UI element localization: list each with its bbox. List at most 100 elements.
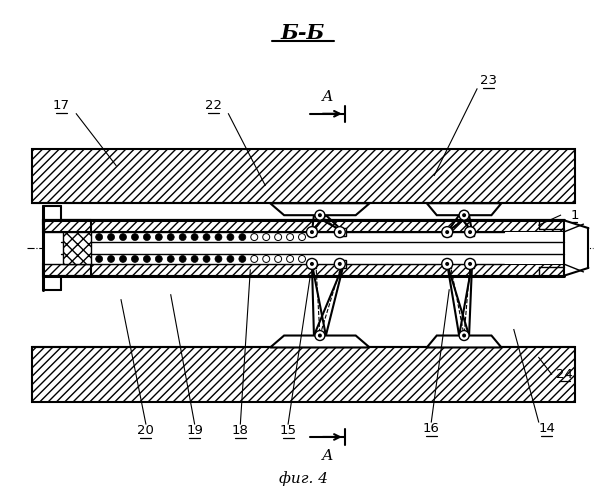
Circle shape: [462, 213, 466, 217]
Circle shape: [338, 262, 342, 266]
Circle shape: [143, 256, 151, 262]
Circle shape: [179, 256, 186, 262]
Circle shape: [203, 234, 210, 240]
Bar: [466, 228, 474, 236]
Circle shape: [307, 258, 317, 270]
Bar: [44, 232, 563, 264]
Circle shape: [299, 234, 305, 240]
Bar: [338, 228, 346, 236]
Circle shape: [191, 256, 198, 262]
Circle shape: [239, 256, 246, 262]
Bar: [32, 348, 575, 402]
Polygon shape: [270, 204, 370, 215]
Circle shape: [445, 262, 449, 266]
Bar: [63, 232, 91, 264]
Circle shape: [143, 234, 151, 240]
Circle shape: [179, 234, 186, 240]
Bar: [44, 220, 563, 232]
Text: 1: 1: [570, 208, 578, 222]
Bar: [308, 228, 316, 236]
Bar: [32, 348, 575, 402]
Bar: [443, 260, 451, 268]
Circle shape: [459, 330, 469, 340]
Circle shape: [155, 234, 162, 240]
Circle shape: [191, 234, 198, 240]
Text: фиг. 4: фиг. 4: [279, 471, 328, 486]
Circle shape: [96, 234, 103, 240]
Circle shape: [263, 256, 270, 262]
Circle shape: [334, 258, 345, 270]
Circle shape: [251, 256, 258, 262]
Circle shape: [251, 234, 258, 240]
Circle shape: [468, 230, 472, 234]
Circle shape: [132, 234, 138, 240]
Circle shape: [464, 258, 475, 270]
Polygon shape: [427, 336, 501, 347]
Circle shape: [239, 234, 246, 240]
Circle shape: [107, 234, 115, 240]
Circle shape: [310, 262, 314, 266]
Bar: [32, 148, 575, 204]
Circle shape: [442, 258, 453, 270]
Circle shape: [318, 334, 322, 338]
Circle shape: [120, 256, 126, 262]
Bar: [44, 264, 563, 276]
Circle shape: [310, 230, 314, 234]
Bar: [32, 148, 575, 204]
Circle shape: [445, 230, 449, 234]
Circle shape: [203, 256, 210, 262]
Circle shape: [299, 256, 305, 262]
Bar: [443, 228, 451, 236]
Circle shape: [96, 256, 103, 262]
Text: 24: 24: [556, 368, 573, 381]
Circle shape: [120, 234, 126, 240]
Circle shape: [227, 234, 234, 240]
Circle shape: [274, 234, 282, 240]
Bar: [338, 260, 346, 268]
Circle shape: [155, 256, 162, 262]
Circle shape: [132, 256, 138, 262]
Bar: [308, 260, 316, 268]
Text: 16: 16: [423, 422, 439, 436]
Polygon shape: [563, 220, 588, 276]
Text: 18: 18: [232, 424, 249, 438]
Circle shape: [227, 256, 234, 262]
Circle shape: [442, 226, 453, 237]
Text: А: А: [322, 90, 334, 104]
Circle shape: [287, 234, 294, 240]
Circle shape: [334, 226, 345, 237]
Bar: [466, 260, 474, 268]
Bar: [44, 264, 563, 276]
Text: 15: 15: [280, 424, 297, 438]
Circle shape: [462, 334, 466, 338]
Circle shape: [338, 230, 342, 234]
Text: 17: 17: [53, 100, 70, 112]
Circle shape: [274, 256, 282, 262]
Circle shape: [468, 262, 472, 266]
Text: Б-Б: Б-Б: [281, 24, 325, 44]
Circle shape: [315, 330, 325, 340]
Text: 14: 14: [538, 422, 555, 436]
Circle shape: [215, 256, 222, 262]
Bar: [44, 220, 563, 232]
Circle shape: [287, 256, 294, 262]
Circle shape: [215, 234, 222, 240]
Circle shape: [464, 226, 475, 237]
Circle shape: [459, 210, 469, 220]
Text: 20: 20: [137, 424, 154, 438]
Circle shape: [315, 210, 325, 220]
Circle shape: [168, 256, 174, 262]
Bar: [63, 232, 91, 264]
Text: А: А: [322, 449, 334, 463]
Bar: [44, 220, 563, 224]
Polygon shape: [427, 204, 501, 215]
Text: 19: 19: [186, 424, 203, 438]
Polygon shape: [270, 336, 370, 347]
Circle shape: [318, 213, 322, 217]
Text: 22: 22: [205, 100, 222, 112]
Circle shape: [307, 226, 317, 237]
Circle shape: [263, 234, 270, 240]
Circle shape: [168, 234, 174, 240]
Circle shape: [107, 256, 115, 262]
Text: 23: 23: [481, 74, 498, 88]
